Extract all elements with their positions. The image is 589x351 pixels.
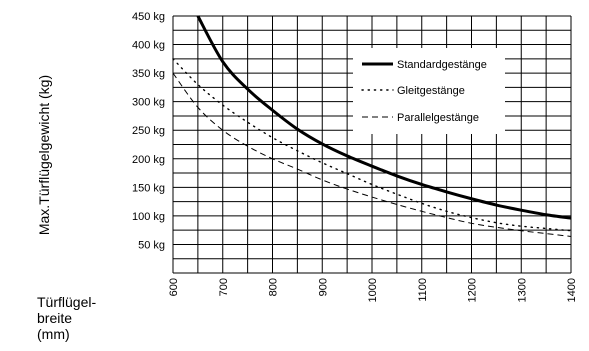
legend: Standardgestänge Gleitgestänge Parallelg… <box>353 48 505 134</box>
legend-label-standard: Standardgestänge <box>397 59 487 71</box>
y-tick-label: 150 kg <box>132 182 165 194</box>
legend-label-gleit: Gleitgestänge <box>397 85 465 97</box>
x-axis-title-line-3: (mm) <box>37 326 70 342</box>
x-tick-label: 1100 <box>417 278 429 302</box>
x-axis-title-line-2: breite <box>37 310 72 326</box>
y-tick-label: 250 kg <box>132 125 165 137</box>
y-tick-label: 100 kg <box>132 211 165 223</box>
y-tick-label: 450 kg <box>132 11 165 23</box>
x-axis-title: Türflügel- breite (mm) <box>37 294 96 342</box>
x-tick-label: 700 <box>218 278 230 296</box>
x-tick-label: 900 <box>317 278 329 296</box>
y-tick-label: 50 kg <box>138 239 165 251</box>
y-axis-title: Max.Türflügelgewicht (kg) <box>36 75 52 235</box>
x-tick-label: 1400 <box>566 278 578 302</box>
y-tick-label: 300 kg <box>132 97 165 109</box>
legend-label-parallel: Parallelgestänge <box>397 112 479 124</box>
x-tick-label: 1200 <box>467 278 479 302</box>
legend-background <box>353 48 505 134</box>
series-line-parallelgestaenge <box>172 72 572 237</box>
y-tick-label: 400 kg <box>132 40 165 52</box>
series-line-standardgestaenge <box>196 15 572 220</box>
x-tick-label: 1300 <box>516 278 528 302</box>
x-tick-labels: 600 700 800 900 1000 1100 1200 1300 1400 <box>168 278 578 302</box>
y-tick-label: 200 kg <box>132 154 165 166</box>
y-tick-labels: 50 kg 100 kg 150 kg 200 kg 250 kg 300 kg 350 k… <box>132 11 165 251</box>
x-tick-label: 600 <box>168 278 180 296</box>
x-tick-label: 1000 <box>367 278 379 302</box>
x-axis-title-line-1: Türflügel- <box>37 294 96 310</box>
y-tick-label: 350 kg <box>132 68 165 80</box>
x-tick-label: 800 <box>268 278 280 296</box>
series-lines <box>172 15 572 237</box>
